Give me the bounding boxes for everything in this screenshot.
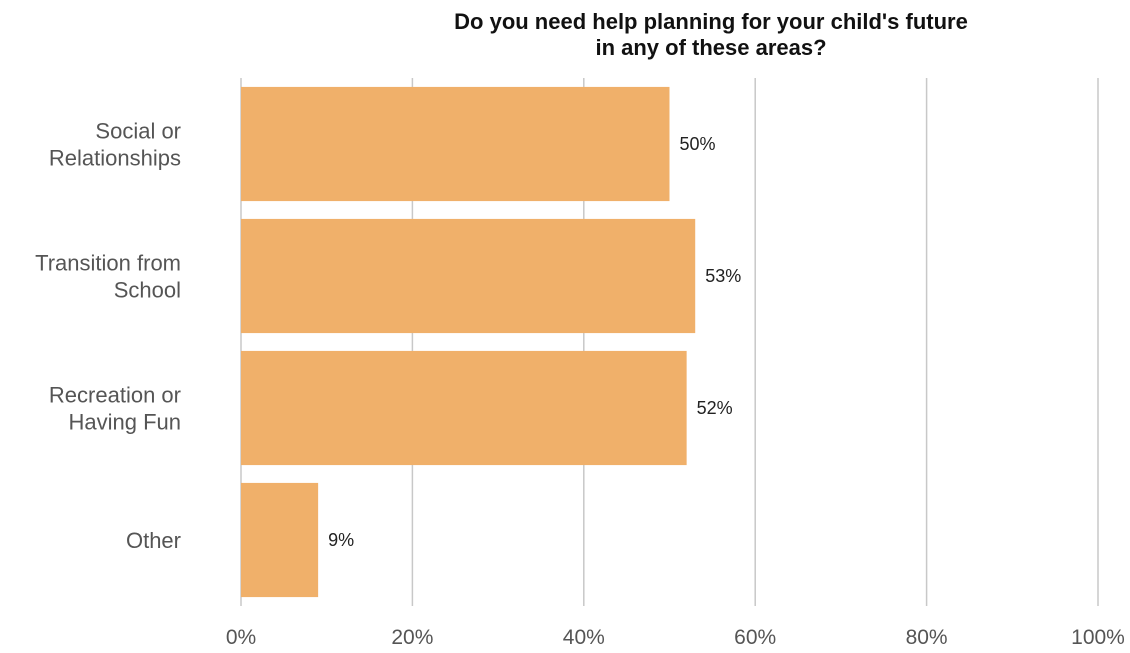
x-tick-label: 80% xyxy=(906,626,948,649)
data-label: 50% xyxy=(680,134,716,154)
data-labels: 50% 53% 52% 9% xyxy=(328,134,741,550)
data-label: 52% xyxy=(697,398,733,418)
category-label: School xyxy=(114,278,181,303)
category-label: Transition from xyxy=(35,251,181,276)
data-label: 9% xyxy=(328,530,354,550)
chart-title-line: in any of these areas? xyxy=(595,35,826,60)
x-tick-label: 0% xyxy=(226,626,256,649)
bar xyxy=(241,482,319,598)
chart-title: Do you need help planning for your child… xyxy=(454,9,968,60)
category-label: Social or xyxy=(95,119,181,144)
category-label: Recreation or xyxy=(49,383,181,408)
data-label: 53% xyxy=(705,266,741,286)
bars xyxy=(241,86,696,598)
category-label: Having Fun xyxy=(68,410,181,435)
bar xyxy=(241,86,670,202)
category-label: Other xyxy=(126,528,181,553)
chart-title-line: Do you need help planning for your child… xyxy=(454,9,968,34)
bar xyxy=(241,350,687,466)
x-tick-label: 60% xyxy=(734,626,776,649)
x-axis-tick-labels: 0% 20% 40% 60% 80% 100% xyxy=(226,626,1125,649)
x-tick-label: 40% xyxy=(563,626,605,649)
bar xyxy=(241,218,696,334)
x-tick-label: 100% xyxy=(1071,626,1125,649)
x-tick-label: 20% xyxy=(391,626,433,649)
category-label: Relationships xyxy=(49,146,181,171)
